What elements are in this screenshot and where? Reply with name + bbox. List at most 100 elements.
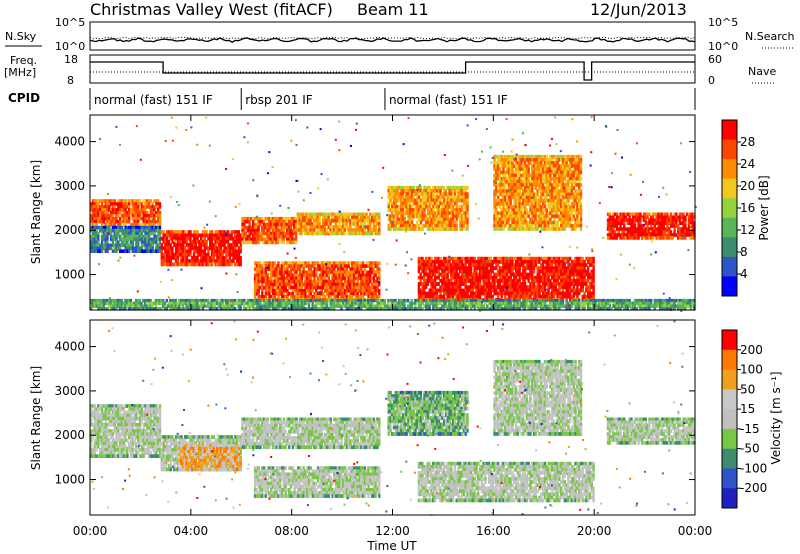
heatmap-cell [194,246,197,251]
heatmap-cell [389,217,392,222]
heatmap-cell [545,170,548,175]
heatmap-cell [500,186,503,190]
heatmap-cell [469,263,473,267]
heatmap-cell [142,219,145,224]
heatmap-cell [554,272,557,277]
heatmap-cell [545,227,548,231]
heatmap-cell [525,183,529,187]
heatmap-cell [556,260,559,264]
heatmap-cell [207,233,210,238]
heatmap-cell [496,211,500,216]
heatmap-cell [538,164,541,168]
heatmap-cell [149,219,153,224]
heatmap-cell [117,219,120,224]
heatmap-cell [543,266,547,271]
heatmap-cell [255,288,259,293]
heatmap-cell [498,275,502,280]
heatmap-cell [214,262,217,267]
heatmap-cell [495,154,498,159]
heatmap-cell [302,215,305,220]
heatmap-cell [352,228,356,233]
heatmap-cell [266,288,269,293]
heatmap-cell [129,208,133,212]
heatmap-cell [498,211,502,216]
heatmap-cell [244,216,248,221]
heatmap-cell [356,291,359,296]
heatmap-cell [400,195,403,200]
heatmap-cell [401,214,405,219]
heatmap-cell [196,236,199,241]
heatmap-cell [340,264,343,268]
heatmap-cell [578,260,581,264]
heatmap-cell [511,272,514,277]
heatmap-cell [106,216,109,221]
heatmap-cell [446,192,449,196]
heatmap-cell [352,288,356,293]
heatmap-cell [556,195,559,200]
heatmap-cell [347,276,350,281]
heatmap-cell [457,298,460,302]
heatmap-cell [289,273,293,278]
heatmap-cell [502,211,505,216]
heatmap-cell [459,192,462,196]
heatmap-cell [439,288,442,293]
heatmap-cell [435,291,439,296]
heatmap-cell [405,189,408,193]
heatmap-cell [432,227,435,231]
heatmap-cell [185,256,189,260]
plot-title: Christmas Valley West (fitACF) [90,0,333,19]
heatmap-cell [140,202,144,206]
heatmap-cell [592,263,595,267]
heatmap-cell [518,195,521,200]
heatmap-cell [316,215,319,220]
heatmap-cell [443,192,446,196]
heatmap-cell [495,198,498,203]
heatmap-cell [210,252,214,257]
heatmap-cell [500,227,503,231]
heatmap-cell [556,294,559,299]
heatmap-cell [558,180,561,184]
heatmap-cell [538,198,541,203]
heatmap-cell [262,240,266,245]
heatmap-cell [457,198,460,203]
heatmap-cell [345,215,348,220]
heatmap-cell [432,263,435,267]
heatmap-cell [426,211,430,215]
heatmap-cell [403,214,406,219]
heatmap-cell [496,220,500,225]
heatmap-cell [91,249,95,253]
heatmap-cell [543,282,547,286]
heatmap-cell [149,237,153,242]
heatmap-cell [325,222,328,226]
heatmap-cell [554,279,557,283]
heatmap-cell [475,269,478,274]
heatmap-cell [261,270,264,275]
heatmap-cell [106,234,109,239]
heatmap-cell [556,161,559,165]
heatmap-cell [277,240,280,245]
heatmap-cell [325,288,329,293]
heatmap-cell [277,219,280,224]
heatmap-cell [100,246,104,251]
heatmap-cell [318,276,322,281]
heatmap-cell [151,202,154,206]
heatmap-cell [205,239,208,244]
heatmap-cell [351,215,354,220]
heatmap-cell [400,189,403,193]
heatmap-cell [493,217,496,222]
heatmap-cell [502,227,505,231]
heatmap-cell [455,288,458,293]
heatmap-cell [182,236,185,241]
heatmap-cell [448,227,451,231]
heatmap-cell [423,192,426,196]
heatmap-cell [122,249,125,253]
heatmap-cell [496,279,500,283]
heatmap-cell [271,282,275,287]
heatmap-cell [450,185,453,190]
heatmap-cell [455,217,458,222]
heatmap-cell [493,161,496,165]
freq-panel: Freq. [MHz] 18 8 60 0 Nave [4,53,776,87]
heatmap-cell [329,282,332,287]
heatmap-cell [392,217,396,222]
heatmap-cell [255,264,259,268]
